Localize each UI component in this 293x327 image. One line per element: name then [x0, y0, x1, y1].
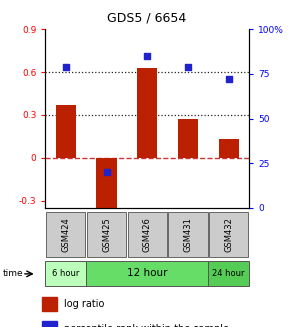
Text: GSM424: GSM424	[61, 217, 70, 252]
Bar	[42, 321, 57, 327]
Bar	[178, 119, 198, 158]
Bar	[168, 212, 207, 257]
Bar	[219, 139, 239, 158]
Text: GSM425: GSM425	[102, 217, 111, 252]
Bar	[128, 212, 167, 257]
Text: time: time	[3, 269, 23, 278]
Text: GDS5 / 6654: GDS5 / 6654	[107, 11, 186, 25]
Text: 24 hour: 24 hour	[212, 269, 245, 278]
Text: GSM426: GSM426	[143, 217, 152, 252]
Bar	[87, 212, 126, 257]
Bar	[86, 261, 208, 286]
Point	[64, 64, 68, 69]
Bar	[45, 261, 86, 286]
Text: percentile rank within the sample: percentile rank within the sample	[64, 323, 229, 327]
Bar	[96, 158, 117, 212]
Bar	[137, 68, 157, 158]
Bar	[209, 212, 248, 257]
Text: 6 hour: 6 hour	[52, 269, 79, 278]
Bar	[208, 261, 249, 286]
Point	[226, 77, 231, 82]
Text: GSM431: GSM431	[183, 217, 193, 252]
Point	[104, 169, 109, 175]
Point	[145, 54, 150, 59]
Text: 12 hour: 12 hour	[127, 268, 168, 278]
Bar	[56, 105, 76, 158]
Bar	[42, 297, 57, 311]
Point	[186, 64, 190, 69]
Text: log ratio: log ratio	[64, 299, 105, 309]
Text: GSM432: GSM432	[224, 217, 233, 252]
Bar	[46, 212, 85, 257]
